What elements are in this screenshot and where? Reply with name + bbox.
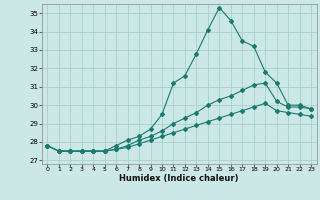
X-axis label: Humidex (Indice chaleur): Humidex (Indice chaleur)	[119, 174, 239, 183]
